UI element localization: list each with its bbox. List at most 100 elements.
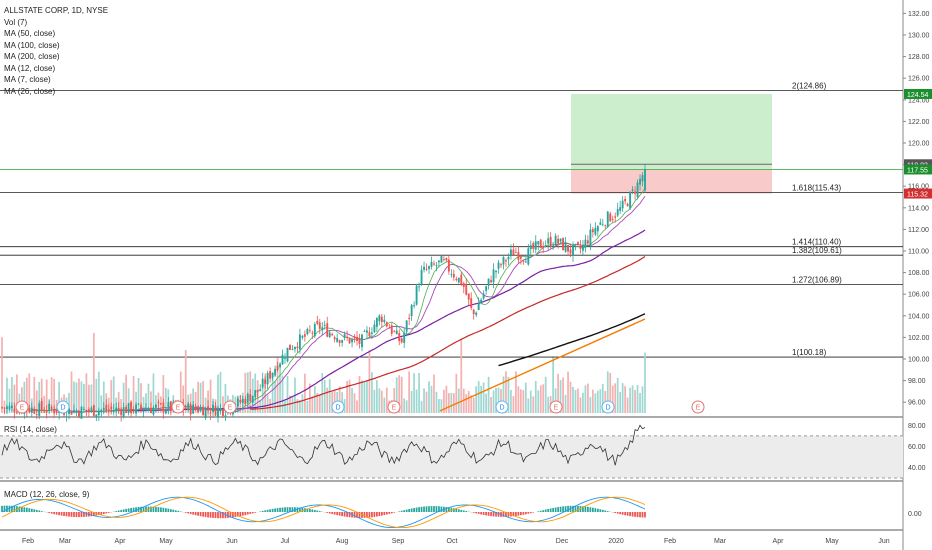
- volume-bar: [343, 399, 346, 413]
- volume-bar: [410, 391, 413, 413]
- volume-bar: [152, 373, 155, 413]
- price-axis[interactable]: 132.00 130.00 128.00 126.00 124.00 122.00 120.…: [903, 11, 930, 407]
- candle-body: [28, 408, 31, 413]
- macd-histogram-bar: [207, 512, 209, 518]
- candle-body: [611, 219, 614, 220]
- macd-histogram-bar: [440, 506, 443, 512]
- legend-ma200[interactable]: MA (200, close): [4, 52, 60, 61]
- volume-bar: [70, 371, 73, 413]
- volume-bar: [591, 389, 594, 413]
- candle-body: [92, 405, 95, 416]
- volume-bar: [90, 384, 93, 413]
- candle-body: [527, 248, 530, 265]
- macd-histogram-bar: [48, 512, 51, 513]
- macd-histogram-bar: [433, 506, 435, 512]
- candle-body: [162, 402, 165, 413]
- candle-body: [524, 261, 527, 263]
- macd-histogram-bar: [460, 509, 463, 512]
- legend-ma7[interactable]: MA (7, close): [4, 75, 51, 84]
- volume-bar: [371, 372, 373, 413]
- macd-histogram-bar: [328, 512, 331, 514]
- volume-bar: [380, 390, 383, 413]
- volume-bar: [95, 378, 98, 413]
- macd-histogram-bar: [40, 511, 43, 512]
- volume-bar: [296, 399, 299, 413]
- macd-histogram-bar: [63, 512, 65, 516]
- candle-body: [425, 268, 428, 270]
- legend-title[interactable]: ALLSTATE CORP, 1D, NYSE: [4, 6, 109, 15]
- macd-histogram-bar: [172, 509, 175, 512]
- volume-bar: [519, 389, 522, 413]
- macd-histogram-bar: [604, 510, 607, 512]
- volume-bar: [487, 376, 490, 413]
- macd-histogram-bar: [634, 512, 636, 517]
- macd-histogram-bar: [445, 507, 448, 512]
- legend-ma26[interactable]: MA (26, close): [4, 86, 56, 96]
- earnings-marker-label: D: [605, 405, 610, 412]
- volume-bar: [356, 400, 358, 413]
- macd-label[interactable]: MACD (12, 26, close, 9): [4, 490, 90, 499]
- volume-bar: [452, 393, 455, 413]
- macd-histogram-bar: [641, 512, 644, 518]
- legend-ma50[interactable]: MA (50, close): [4, 29, 56, 38]
- rsi-band: [0, 435, 903, 478]
- macd-histogram-bar: [582, 506, 584, 512]
- volume-bar: [145, 393, 147, 413]
- volume-bar: [589, 397, 592, 413]
- volume-bar: [137, 377, 140, 413]
- candle-body: [70, 411, 73, 415]
- volume-bar: [569, 381, 572, 413]
- rsi-label[interactable]: RSI (14, close): [4, 425, 57, 434]
- candle-body: [266, 373, 269, 385]
- macd-histogram-bar: [276, 508, 279, 512]
- macd-histogram-bar: [117, 510, 120, 512]
- macd-histogram-bar: [584, 506, 587, 512]
- macd-histogram-bar: [405, 509, 408, 512]
- candle-body: [609, 213, 612, 222]
- macd-histogram-bar: [418, 507, 420, 512]
- legend-ma12[interactable]: MA (12, close): [4, 63, 56, 73]
- volume-bar: [629, 387, 631, 413]
- candle-body: [490, 280, 493, 283]
- position-zones[interactable]: [0, 93, 903, 194]
- candle-body: [634, 191, 637, 194]
- macd-histogram-bar: [522, 512, 525, 515]
- volume-bar: [279, 371, 281, 413]
- macd-histogram-bar: [254, 512, 257, 513]
- volume-bar: [609, 372, 612, 413]
- macd-histogram-bar: [244, 512, 247, 516]
- volume-bar: [574, 390, 577, 413]
- stop-loss-zone: [571, 169, 772, 194]
- volume-bar: [204, 397, 207, 413]
- macd-histogram-bar: [249, 512, 252, 514]
- macd-histogram-bar: [591, 507, 594, 512]
- volume-bar: [480, 385, 483, 413]
- macd-histogram-bar: [621, 512, 624, 515]
- macd-histogram-bar: [616, 512, 619, 514]
- candle-body: [120, 410, 123, 416]
- macd-histogram-bar: [132, 507, 135, 512]
- candle-body: [241, 398, 244, 403]
- candle-body: [596, 226, 599, 232]
- volume-bar: [594, 393, 597, 413]
- candle-body: [6, 406, 8, 410]
- candle-body: [289, 344, 291, 350]
- macd-histogram-bar: [85, 512, 88, 517]
- legend-vol[interactable]: Vol (7): [4, 17, 28, 27]
- time-tick-label: May: [159, 538, 173, 545]
- fib-retracement[interactable]: 2(124.86) 1.618(115.43) 1.414(110.40)1.382…: [0, 82, 903, 358]
- candle-body: [547, 238, 550, 244]
- volume-bar: [28, 373, 31, 413]
- candle-body: [470, 298, 473, 308]
- macd-histogram-bar: [428, 506, 430, 512]
- macd-histogram-bar: [271, 508, 274, 512]
- volume-bar: [13, 384, 16, 413]
- volume-bar: [6, 377, 8, 413]
- legend-ma100[interactable]: MA (100, close): [4, 40, 60, 50]
- macd-histogram-bar: [517, 512, 520, 516]
- time-axis[interactable]: Feb Mar Apr May Jun Jul Aug Sep Oct Nov Dec 2020 Feb…: [22, 538, 890, 545]
- macd-histogram-bar: [155, 506, 157, 512]
- price-tick-label: 110.00: [908, 249, 929, 256]
